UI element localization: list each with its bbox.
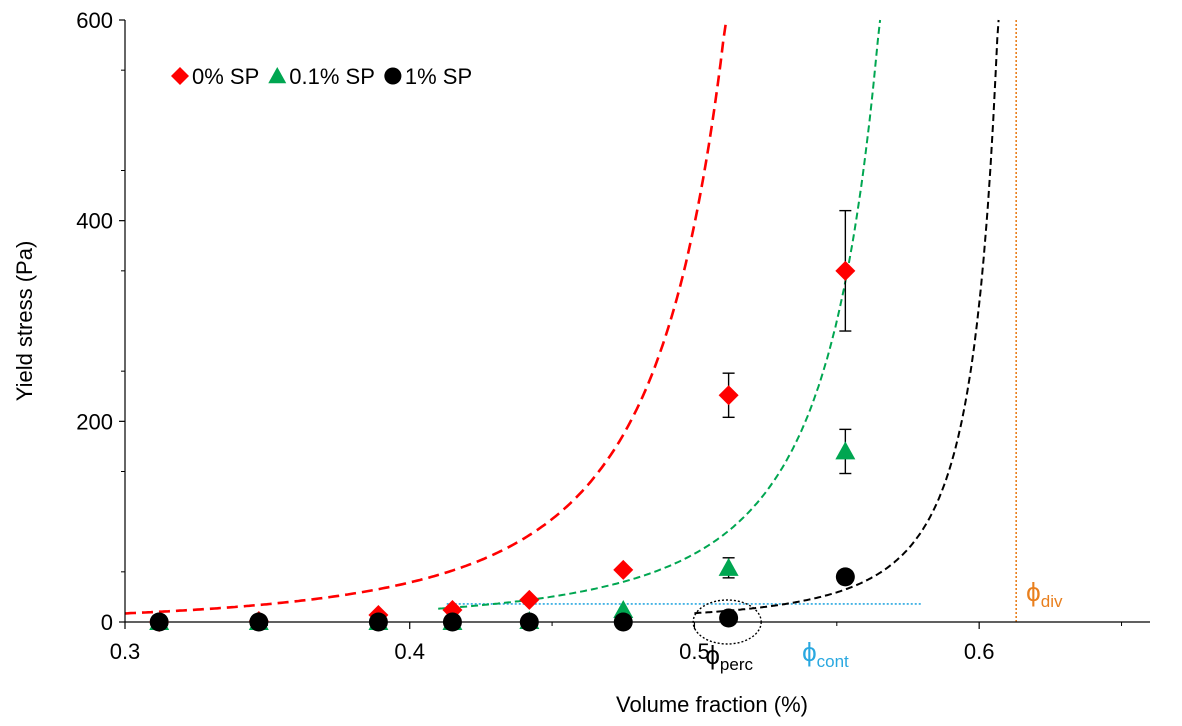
data-point [442, 612, 462, 632]
fit-curve [124, 19, 728, 615]
legend-label: 0.1% SP [289, 64, 375, 89]
error-bars [722, 209, 852, 579]
data-point [613, 559, 634, 580]
phi-symbol: ϕ [705, 640, 720, 670]
legend-marker [268, 67, 287, 84]
data-point [835, 567, 855, 587]
data-point [835, 441, 856, 460]
data-point [613, 599, 634, 618]
phi-subscript: cont [817, 652, 849, 671]
data-point [519, 612, 539, 632]
ticks: 0 200 400 600 0.3 0.4 0.5 0.6 [76, 8, 1123, 664]
legend-marker [171, 67, 189, 85]
legend-label: 0% SP [192, 64, 259, 89]
phi-perc-annotation: ϕperc [705, 640, 753, 674]
y-tick-label: 600 [76, 8, 113, 33]
x-tick-label: 0.3 [110, 639, 141, 664]
legend: 0% SP 0.1% SP 1% SP [171, 64, 472, 89]
reference-lines [446, 20, 1017, 622]
data-point [835, 260, 856, 281]
data-point [719, 608, 739, 628]
y-axis-label: Yield stress (Pa) [12, 241, 37, 402]
data-point [718, 385, 739, 406]
fit-curve [694, 19, 1000, 615]
x-tick-label: 0.6 [964, 639, 995, 664]
legend-marker [384, 67, 402, 85]
data-point [249, 612, 269, 632]
legend-label: 1% SP [405, 64, 472, 89]
phi-subscript: perc [720, 655, 754, 674]
percolation-ellipse [692, 599, 762, 645]
x-tick-label: 0.5 [679, 639, 710, 664]
data-point [718, 557, 739, 576]
phi-div-annotation: ϕdiv [1026, 577, 1063, 611]
data-point [519, 589, 540, 610]
y-tick-label: 400 [76, 209, 113, 234]
axes [124, 20, 1150, 623]
y-tick-label: 0 [101, 610, 113, 635]
phi-subscript: div [1041, 592, 1063, 611]
fit-curve [438, 19, 882, 610]
data-point [149, 612, 169, 632]
x-tick-label: 0.4 [394, 639, 425, 664]
phi-symbol: ϕ [802, 637, 817, 667]
phi-cont-annotation: ϕcont [802, 637, 849, 671]
x-axis-label: Volume fraction (%) [616, 692, 808, 717]
data-markers [149, 260, 856, 632]
phi-symbol: ϕ [1026, 577, 1041, 607]
fit-curves [124, 19, 1000, 615]
y-tick-label: 200 [76, 409, 113, 434]
data-point [368, 612, 388, 632]
data-point [613, 612, 633, 632]
